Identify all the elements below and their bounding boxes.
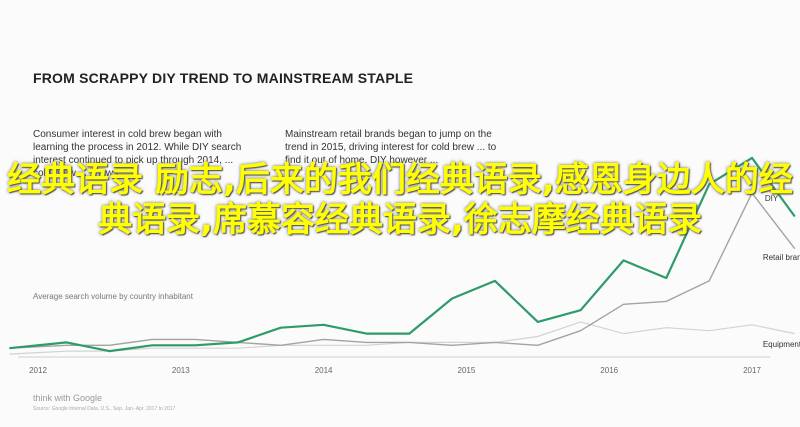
x-tick-2016: 2016	[600, 366, 619, 375]
series-label-diy: DIY	[764, 194, 779, 204]
series-label-retail-brands: Retail brands	[762, 252, 800, 262]
series-label-equipment: Equipment	[762, 339, 800, 349]
x-tick-2015: 2015	[457, 366, 476, 375]
series-line-retail-brands	[9, 192, 796, 349]
x-tick-2014: 2014	[314, 366, 333, 375]
source-text: Source: Google Internal Data, U.S., Sep.…	[33, 406, 176, 412]
series-line-diy	[9, 156, 796, 353]
series-layer	[9, 156, 796, 355]
annotation-2015: Mainstream retail brands began to jump o…	[285, 129, 497, 166]
x-tick-2012: 2012	[29, 366, 47, 375]
credit-text: think with Google	[33, 393, 103, 403]
x-tick-2017: 2017	[743, 366, 761, 375]
annotation-2012: Consumer interest in cold brew began wit…	[33, 129, 242, 179]
y-axis-label: Average search volume by country inhabit…	[33, 292, 193, 301]
chart-title: FROM SCRAPPY DIY TREND TO MAINSTREAM STA…	[33, 70, 414, 86]
x-tick-2013: 2013	[171, 366, 190, 375]
